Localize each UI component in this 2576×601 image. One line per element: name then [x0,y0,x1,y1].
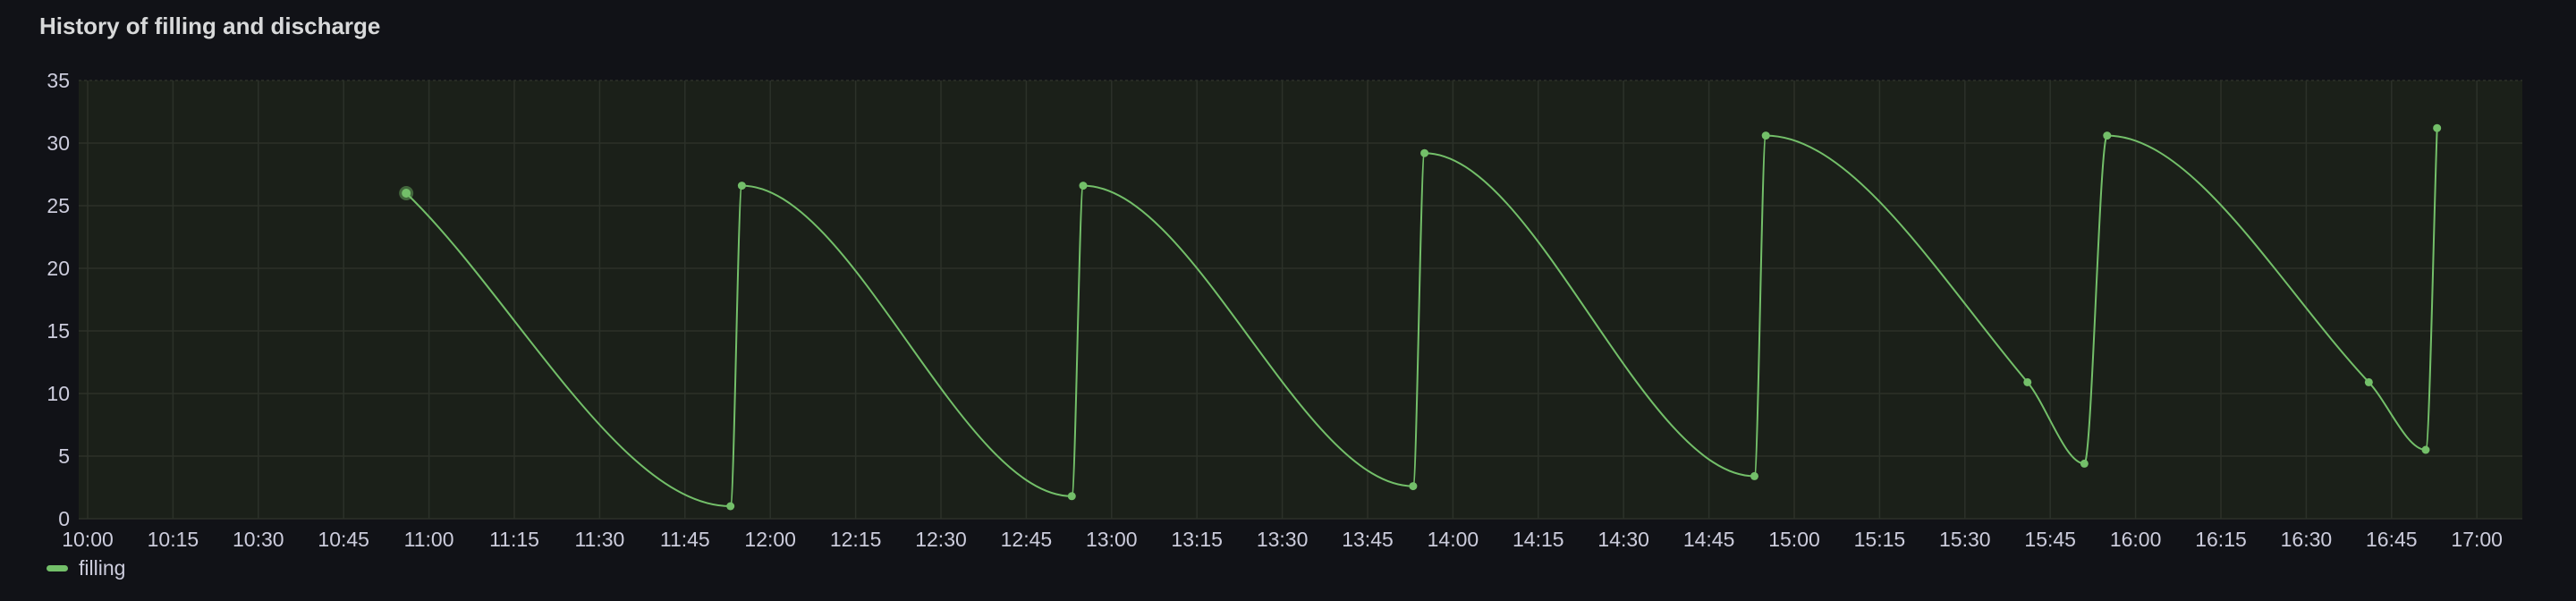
data-point[interactable] [402,189,411,198]
x-tick-label: 11:30 [574,528,624,551]
x-tick-label: 14:00 [1428,528,1479,551]
y-tick-label: 35 [47,69,70,92]
x-tick-label: 12:45 [1001,528,1053,551]
x-tick-label: 10:15 [148,528,199,551]
x-tick-label: 11:15 [489,528,539,551]
data-point[interactable] [2103,131,2112,140]
x-tick-label: 15:00 [1768,528,1820,551]
data-point[interactable] [2364,377,2373,386]
x-tick-label: 14:45 [1683,528,1735,551]
axes: 0 5 10 15 20 25 30 35 10:00 10:15 10:30 10:45 11:00 1… [47,69,2503,551]
x-tick-label: 14:15 [1513,528,1564,551]
data-point[interactable] [737,182,746,190]
y-tick-label: 0 [58,507,70,530]
data-point[interactable] [2023,377,2032,386]
x-tick-label: 11:45 [660,528,710,551]
x-tick-label: 16:30 [2281,528,2333,551]
series-line-filling [405,128,2438,508]
data-point[interactable] [1067,492,1076,501]
plot-area [79,80,2522,519]
data-point[interactable] [1761,131,1770,140]
x-tick-label: 13:00 [1086,528,1138,551]
data-point[interactable] [2421,445,2430,454]
data-point[interactable] [2433,123,2442,132]
x-tick-label: 13:15 [1171,528,1223,551]
y-tick-label: 5 [58,444,70,468]
x-tick-label: 12:00 [744,528,796,551]
x-tick-label: 17:00 [2451,528,2503,551]
legend-swatch [47,565,68,571]
x-tick-label: 10:30 [233,528,284,551]
x-tick-label: 15:15 [1854,528,1906,551]
x-tick-label: 16:00 [2110,528,2162,551]
y-tick-label: 10 [47,382,70,405]
data-point[interactable] [1420,148,1429,157]
data-point[interactable] [726,502,735,511]
data-point[interactable] [1079,182,1088,190]
x-tick-label: 10:00 [62,528,114,551]
x-tick-label: 12:30 [915,528,967,551]
legend[interactable]: filling [47,556,125,580]
series-layer [399,123,2442,511]
data-point[interactable] [2080,459,2089,468]
y-tick-label: 25 [47,194,70,217]
x-tick-label: 15:30 [1939,528,1991,551]
y-tick-label: 30 [47,131,70,155]
x-tick-label: 15:45 [2024,528,2076,551]
data-point[interactable] [1750,471,1758,480]
x-tick-label: 12:15 [830,528,882,551]
y-tick-label: 15 [47,319,70,343]
x-tick-label: 16:45 [2366,528,2418,551]
legend-label: filling [79,556,126,580]
x-tick-label: 13:45 [1342,528,1394,551]
panel-title: History of filling and discharge [39,13,381,39]
y-tick-label: 20 [47,257,70,280]
x-tick-label: 11:00 [404,528,454,551]
grid [79,80,2522,520]
x-tick-label: 13:30 [1257,528,1309,551]
x-tick-label: 16:15 [2195,528,2247,551]
x-tick-label: 14:30 [1597,528,1649,551]
data-point[interactable] [1409,482,1418,491]
x-tick-label: 10:45 [318,528,369,551]
